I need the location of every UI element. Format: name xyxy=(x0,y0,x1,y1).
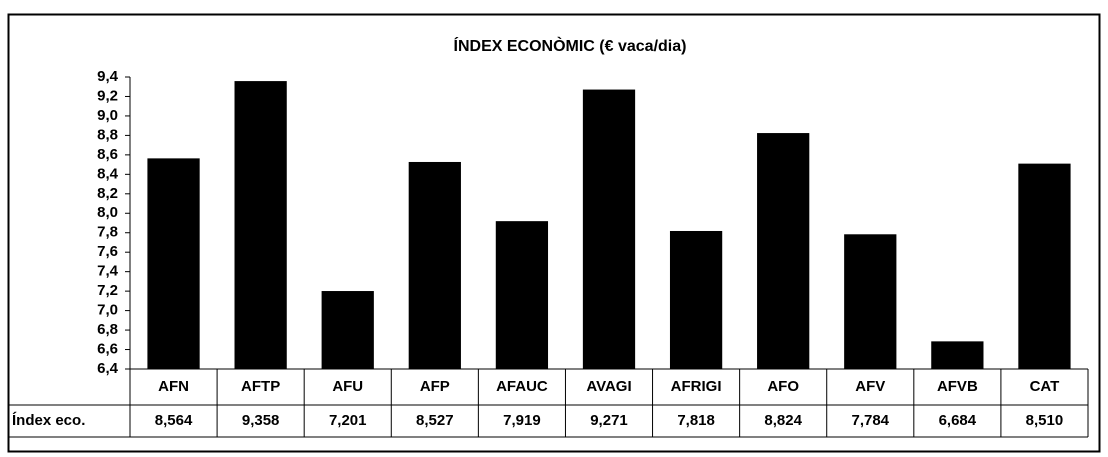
x-tick-label: CAT xyxy=(1030,378,1060,395)
x-tick-label: AFVB xyxy=(937,378,978,395)
bar xyxy=(321,291,374,369)
y-tick-label: 9,4 xyxy=(97,68,119,85)
y-tick-label: 8,8 xyxy=(97,126,118,143)
bar xyxy=(844,234,897,369)
y-tick-label: 7,6 xyxy=(97,243,118,260)
x-tick-label: AFTP xyxy=(241,378,280,395)
y-tick-label: 6,4 xyxy=(97,360,119,377)
x-tick-label: AFRIGI xyxy=(671,378,722,395)
data-label: 8,527 xyxy=(416,412,454,429)
bar xyxy=(147,158,200,369)
data-label: 9,271 xyxy=(590,412,628,429)
x-tick-label: AFV xyxy=(855,378,885,395)
x-tick-label: AFU xyxy=(332,378,363,395)
x-tick-label: AFP xyxy=(420,378,450,395)
data-label: 7,784 xyxy=(851,412,889,429)
data-label: 9,358 xyxy=(242,412,280,429)
y-tick-label: 8,4 xyxy=(97,165,119,182)
y-tick-label: 9,0 xyxy=(97,107,118,124)
x-tick-label: AFO xyxy=(767,378,799,395)
y-tick-label: 7,8 xyxy=(97,224,118,241)
bar xyxy=(408,161,461,369)
x-tick-label: AFN xyxy=(158,378,189,395)
data-label: 7,201 xyxy=(329,412,367,429)
legend-label: Índex eco. xyxy=(12,412,85,429)
data-label: 8,510 xyxy=(1026,412,1064,429)
y-tick-label: 6,6 xyxy=(97,341,118,358)
bar xyxy=(1018,163,1071,369)
data-label: 8,824 xyxy=(764,412,802,429)
x-tick-label: AFAUC xyxy=(496,378,548,395)
y-tick-label: 8,0 xyxy=(97,204,118,221)
chart-title: ÍNDEX ECONÒMIC (€ vaca/dia) xyxy=(454,36,687,55)
y-tick-label: 9,2 xyxy=(97,87,118,104)
y-tick-label: 6,8 xyxy=(97,321,118,338)
data-label: 6,684 xyxy=(939,412,977,429)
y-tick-label: 8,6 xyxy=(97,146,118,163)
data-label: 7,818 xyxy=(677,412,715,429)
data-label: 7,919 xyxy=(503,412,541,429)
bar xyxy=(495,221,549,369)
data-label: 8,564 xyxy=(155,412,193,429)
y-tick-label: 8,2 xyxy=(97,185,118,202)
bar xyxy=(669,230,723,369)
bar xyxy=(931,341,984,369)
y-tick-label: 7,0 xyxy=(97,302,118,319)
bar xyxy=(582,89,636,369)
bar xyxy=(234,81,287,369)
y-tick-label: 7,2 xyxy=(97,282,118,299)
y-tick-label: 7,4 xyxy=(97,263,119,280)
x-tick-label: AVAGI xyxy=(586,378,631,395)
bar xyxy=(757,133,810,369)
